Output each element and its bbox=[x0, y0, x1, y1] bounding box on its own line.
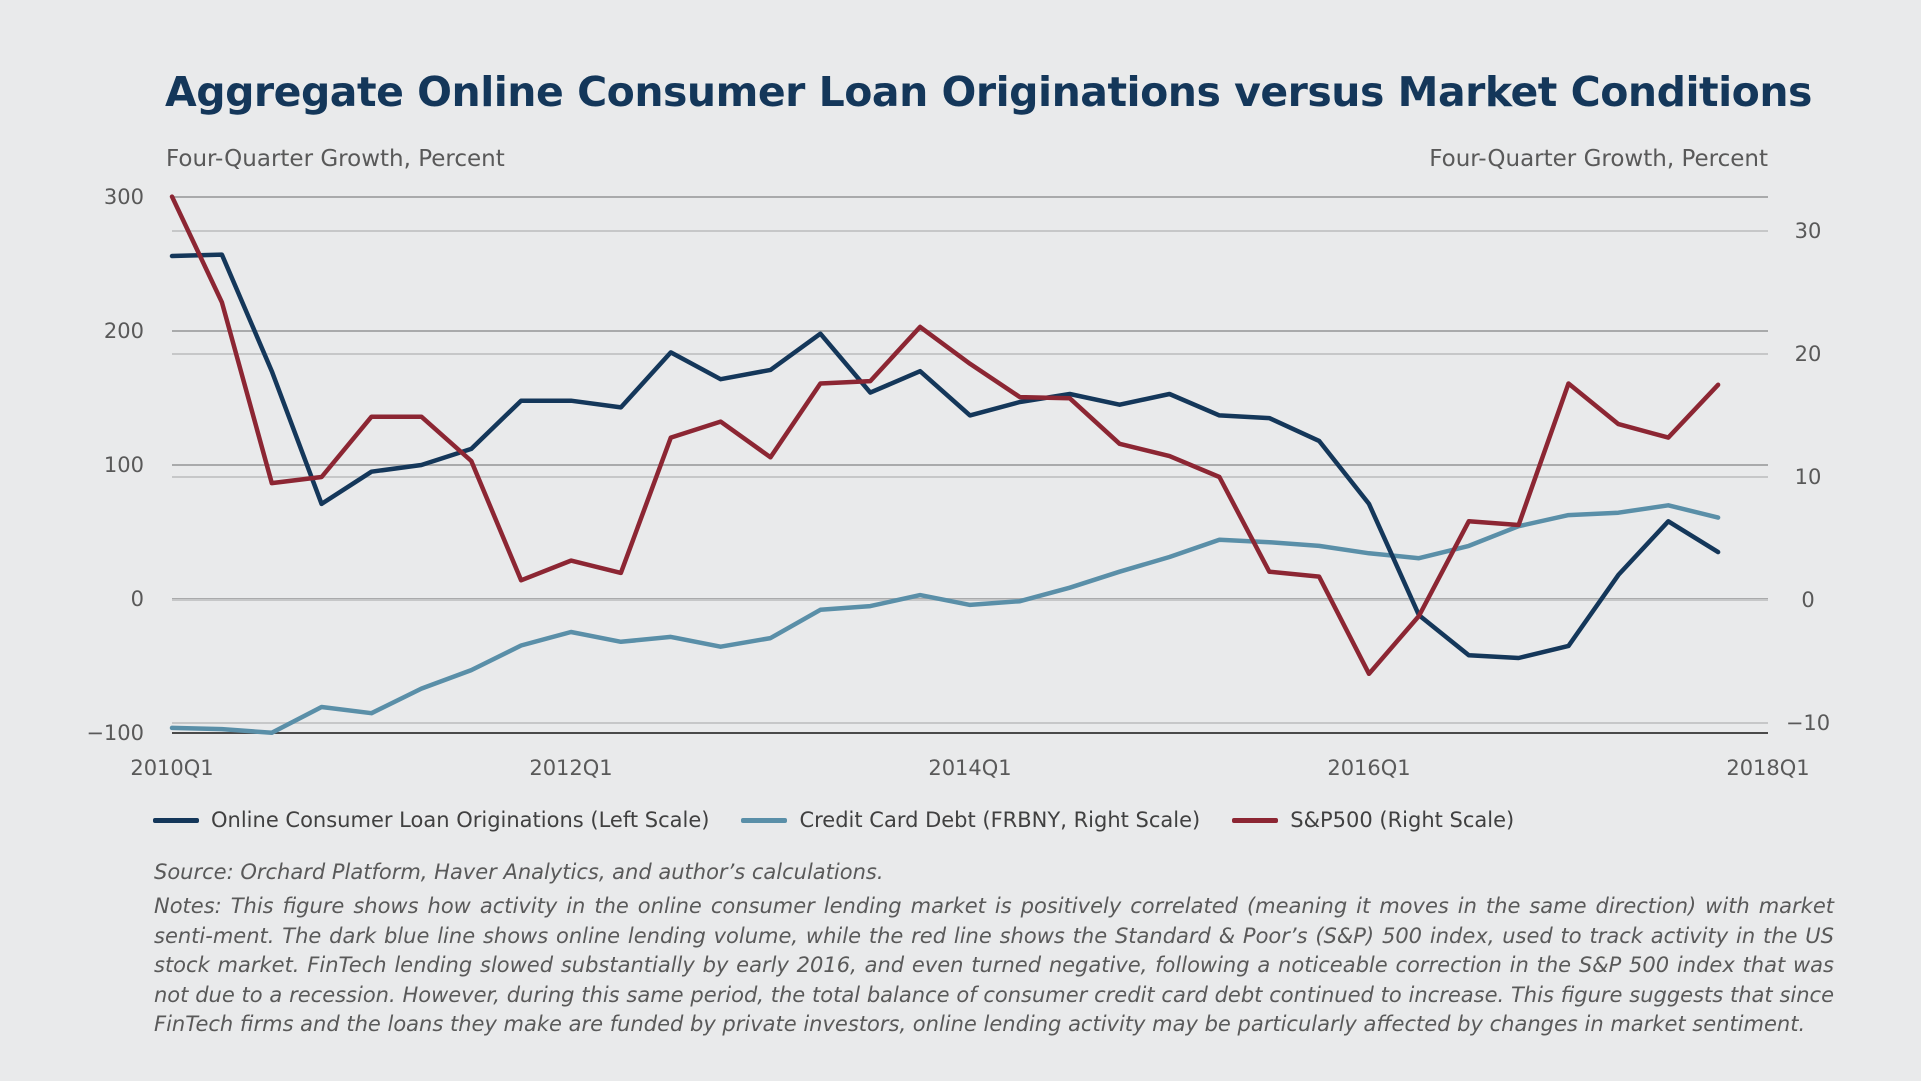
y-axis-left-ticks: 300 200 100 0 −100 bbox=[86, 185, 144, 745]
legend-swatch-credit-card-debt bbox=[741, 817, 788, 823]
y-right-tick-label: 20 bbox=[1795, 342, 1822, 366]
legend-label-credit-card-debt: Credit Card Debt (FRBNY, Right Scale) bbox=[799, 808, 1201, 832]
y-left-tick-label: 300 bbox=[104, 185, 144, 209]
chart-title: Aggregate Online Consumer Loan Originati… bbox=[165, 68, 1812, 116]
x-tick-label: 2016Q1 bbox=[1327, 756, 1410, 780]
notes-paragraph: Notes: This figure shows how activity in… bbox=[154, 894, 1834, 1037]
y-left-tick-label: 200 bbox=[104, 319, 144, 343]
y-right-tick-label: 10 bbox=[1795, 465, 1822, 489]
y-axis-label-left: Four-Quarter Growth, Percent bbox=[166, 146, 505, 172]
source-note: Source: Orchard Platform, Haver Analytic… bbox=[154, 860, 884, 884]
legend-item-online-loans: Online Consumer Loan Originations (Left … bbox=[153, 808, 709, 832]
legend-item-credit-card-debt: Credit Card Debt (FRBNY, Right Scale) bbox=[741, 808, 1200, 832]
y-left-tick-label: 0 bbox=[131, 587, 144, 611]
series-line-2 bbox=[169, 194, 1721, 677]
series-lines bbox=[169, 194, 1721, 736]
legend-label-sp500: S&P500 (Right Scale) bbox=[1290, 808, 1515, 832]
legend-swatch-online-loans bbox=[153, 817, 199, 823]
legend-swatch-sp500 bbox=[1232, 817, 1279, 823]
y-left-tick-label: 100 bbox=[104, 453, 144, 477]
legend-label-online-loans: Online Consumer Loan Originations (Left … bbox=[211, 808, 710, 832]
x-tick-label: 2018Q1 bbox=[1726, 756, 1809, 780]
x-tick-label: 2012Q1 bbox=[529, 756, 612, 780]
y-right-tick-label: 0 bbox=[1801, 588, 1814, 612]
y-left-tick-label: −100 bbox=[86, 721, 144, 745]
grid-lines bbox=[172, 196, 1768, 734]
x-tick-label: 2014Q1 bbox=[928, 756, 1011, 780]
series-line-0 bbox=[169, 252, 1721, 661]
y-axis-right-ticks: 30 20 10 0 −10 bbox=[1786, 219, 1830, 735]
y-right-tick-label: 30 bbox=[1795, 219, 1822, 243]
x-tick-label: 2010Q1 bbox=[130, 756, 213, 780]
legend-item-sp500: S&P500 (Right Scale) bbox=[1232, 808, 1514, 832]
y-right-tick-label: −10 bbox=[1786, 711, 1830, 735]
y-axis-label-right: Four-Quarter Growth, Percent bbox=[1429, 146, 1768, 172]
x-axis-ticks: 2010Q1 2012Q1 2014Q1 2016Q1 2018Q1 bbox=[130, 756, 1809, 780]
legend: Online Consumer Loan Originations (Left … bbox=[153, 808, 1546, 832]
series-line-1 bbox=[169, 503, 1721, 736]
